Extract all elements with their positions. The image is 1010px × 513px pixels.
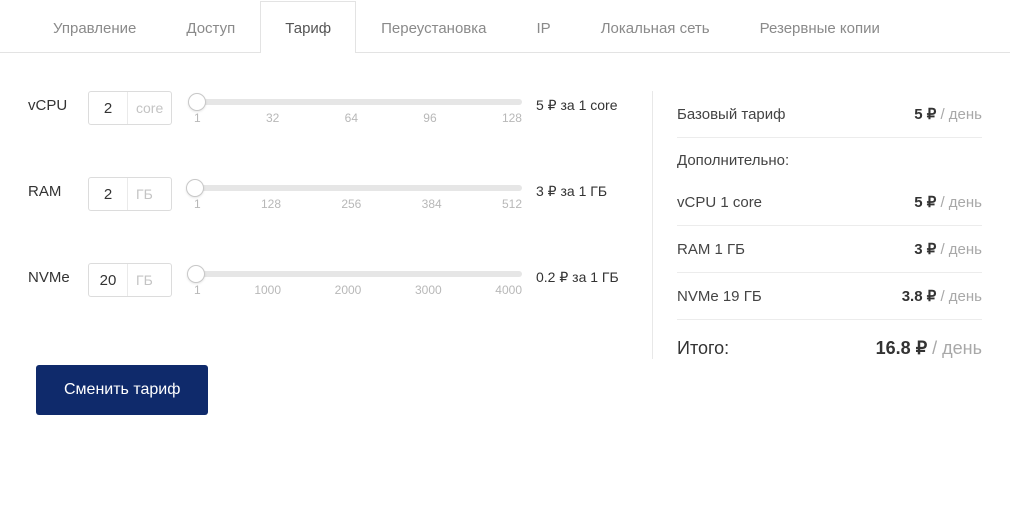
ram-slider[interactable]: 1 128 256 384 512 [194, 177, 522, 211]
tick: 64 [345, 111, 358, 125]
tick: 32 [266, 111, 279, 125]
summary-additional-header: Дополнительно: [677, 138, 982, 179]
ram-unit: ГБ [127, 178, 161, 210]
tabs: Управление Доступ Тариф Переустановка IP… [0, 0, 1010, 53]
row-vcpu: vCPU core 1 32 64 96 128 5 ₽ за 1 core [28, 91, 632, 125]
vcpu-track [194, 99, 522, 105]
ram-track [194, 185, 522, 191]
vcpu-value-box: core [88, 91, 172, 125]
tick: 1000 [254, 283, 281, 297]
summary-item-label: vCPU 1 core [677, 194, 762, 211]
config-panel: vCPU core 1 32 64 96 128 5 ₽ за 1 core [28, 91, 652, 359]
vcpu-thumb[interactable] [188, 93, 206, 111]
tab-access[interactable]: Доступ [161, 1, 260, 53]
ram-value-box: ГБ [88, 177, 172, 211]
summary-base-label: Базовый тариф [677, 106, 785, 123]
summary-total-value: 16.8 ₽ / день [876, 338, 982, 359]
tab-tariff[interactable]: Тариф [260, 1, 356, 53]
summary-base: Базовый тариф 5 ₽ / день [677, 91, 982, 138]
tick: 4000 [495, 283, 522, 297]
summary-item-label: NVMe 19 ГБ [677, 288, 762, 305]
tick: 1 [194, 197, 201, 211]
tick: 96 [423, 111, 436, 125]
tab-lan[interactable]: Локальная сеть [576, 1, 735, 53]
row-ram: RAM ГБ 1 128 256 384 512 3 ₽ за 1 ГБ [28, 177, 632, 211]
tab-management[interactable]: Управление [28, 1, 161, 53]
summary-item-value: 5 ₽ / день [914, 193, 982, 211]
nvme-slider[interactable]: 1 1000 2000 3000 4000 [194, 263, 522, 297]
nvme-value-box: ГБ [88, 263, 172, 297]
tab-ip[interactable]: IP [512, 1, 576, 53]
label-vcpu: vCPU [28, 91, 88, 114]
tick: 1 [194, 111, 201, 125]
tick: 128 [502, 111, 522, 125]
tick: 128 [261, 197, 281, 211]
summary-item-label: RAM 1 ГБ [677, 241, 745, 258]
row-nvme: NVMe ГБ 1 1000 2000 3000 4000 0.2 ₽ за 1… [28, 263, 632, 297]
vcpu-unit: core [127, 92, 171, 124]
tick: 2000 [335, 283, 362, 297]
vcpu-input[interactable] [89, 100, 127, 117]
ram-ticks: 1 128 256 384 512 [194, 197, 522, 211]
summary-item-ram: RAM 1 ГБ 3 ₽ / день [677, 226, 982, 273]
summary-total-label: Итого: [677, 338, 729, 359]
nvme-unit: ГБ [127, 264, 161, 296]
vcpu-price-per: 5 ₽ за 1 core [536, 91, 632, 114]
summary-total: Итого: 16.8 ₽ / день [677, 320, 982, 359]
nvme-thumb[interactable] [187, 265, 205, 283]
tick: 384 [422, 197, 442, 211]
ram-price-per: 3 ₽ за 1 ГБ [536, 177, 632, 200]
ram-input[interactable] [89, 186, 127, 203]
nvme-price-per: 0.2 ₽ за 1 ГБ [536, 263, 632, 286]
nvme-input[interactable] [89, 272, 127, 289]
label-nvme: NVMe [28, 263, 88, 286]
vcpu-slider[interactable]: 1 32 64 96 128 [194, 91, 522, 125]
tab-backups[interactable]: Резервные копии [735, 1, 905, 53]
nvme-ticks: 1 1000 2000 3000 4000 [194, 283, 522, 297]
tick: 256 [341, 197, 361, 211]
summary-item-value: 3.8 ₽ / день [902, 287, 982, 305]
ram-thumb[interactable] [186, 179, 204, 197]
summary-panel: Базовый тариф 5 ₽ / день Дополнительно: … [652, 91, 982, 359]
label-ram: RAM [28, 177, 88, 200]
summary-item-nvme: NVMe 19 ГБ 3.8 ₽ / день [677, 273, 982, 320]
tab-reinstall[interactable]: Переустановка [356, 1, 511, 53]
tick: 512 [502, 197, 522, 211]
change-tariff-button[interactable]: Сменить тариф [36, 365, 208, 415]
summary-base-value: 5 ₽ / день [914, 105, 982, 123]
tick: 3000 [415, 283, 442, 297]
summary-item-vcpu: vCPU 1 core 5 ₽ / день [677, 179, 982, 226]
summary-item-value: 3 ₽ / день [914, 240, 982, 258]
nvme-track [194, 271, 522, 277]
tick: 1 [194, 283, 201, 297]
content: vCPU core 1 32 64 96 128 5 ₽ за 1 core [0, 53, 1010, 359]
vcpu-ticks: 1 32 64 96 128 [194, 111, 522, 125]
